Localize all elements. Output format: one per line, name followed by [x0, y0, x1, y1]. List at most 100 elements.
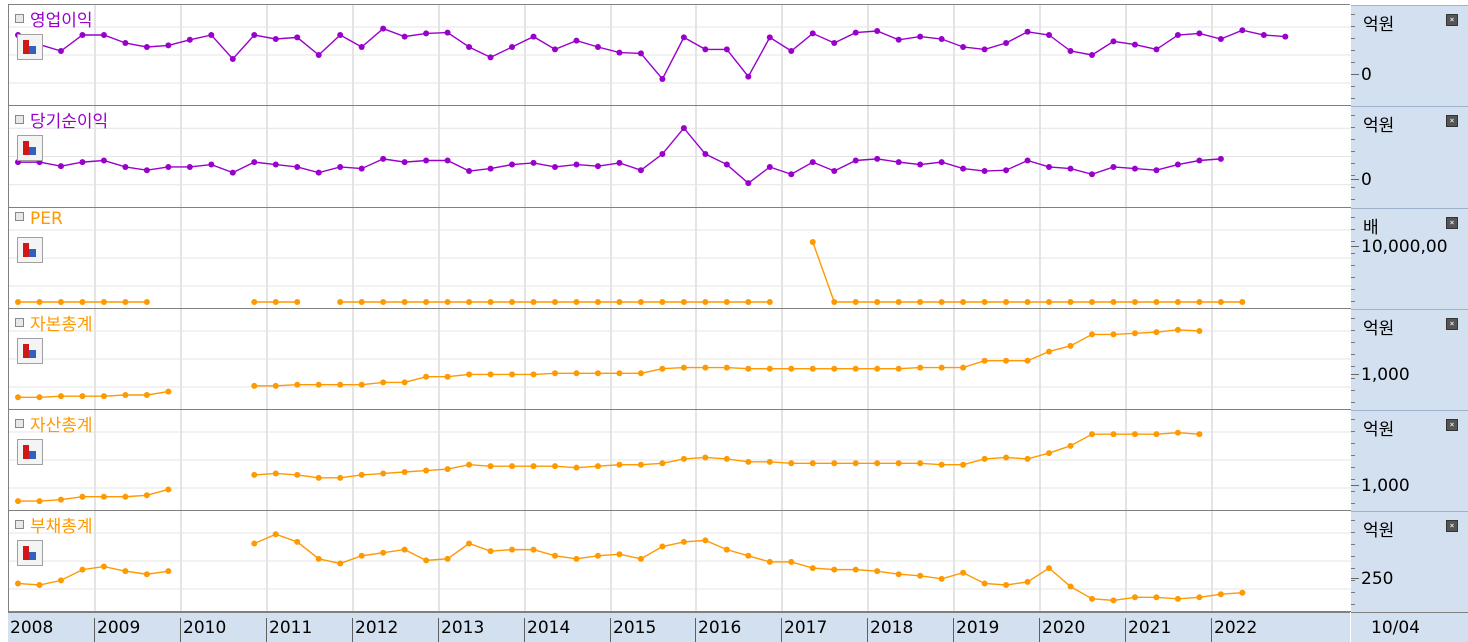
close-icon[interactable]: ×: [1446, 115, 1458, 127]
collapse-icon[interactable]: [15, 520, 24, 529]
chart-type-button[interactable]: [17, 439, 43, 465]
data-point: [723, 299, 730, 305]
data-point: [1067, 48, 1074, 54]
data-point: [616, 370, 623, 377]
chart-type-button[interactable]: [17, 237, 43, 263]
data-point: [1003, 454, 1010, 461]
data-point: [509, 299, 516, 305]
data-point: [1131, 594, 1138, 601]
panel-title[interactable]: 영업이익: [15, 6, 93, 31]
data-point: [680, 299, 687, 305]
data-point: [122, 392, 129, 398]
bar-chart-icon: [23, 546, 29, 560]
data-point: [960, 569, 967, 576]
data-point: [552, 299, 558, 305]
data-point: [1046, 299, 1053, 305]
data-point: [337, 163, 344, 170]
chart-type-button[interactable]: [17, 135, 43, 161]
data-point: [466, 540, 473, 547]
data-point: [165, 568, 172, 575]
data-point: [423, 373, 430, 380]
panel-title[interactable]: 부채총계: [15, 512, 93, 537]
data-point: [143, 299, 150, 305]
chart-type-button[interactable]: [17, 338, 43, 364]
collapse-icon[interactable]: [15, 318, 24, 327]
data-point: [852, 566, 859, 573]
close-icon[interactable]: ×: [1446, 520, 1458, 532]
data-point: [15, 394, 21, 401]
data-point: [659, 460, 666, 467]
close-icon[interactable]: ×: [1446, 318, 1458, 330]
data-point: [1067, 299, 1074, 305]
data-point: [186, 36, 193, 43]
data-point: [208, 32, 215, 38]
collapse-icon[interactable]: [15, 14, 24, 23]
data-point: [423, 30, 430, 37]
panel-title[interactable]: 당기순이익: [15, 107, 108, 132]
data-point: [981, 357, 988, 364]
data-point: [981, 46, 988, 53]
close-icon[interactable]: ×: [1446, 217, 1458, 229]
axis-minor-tick: [1351, 151, 1355, 152]
axis-minor-tick: [1351, 520, 1355, 521]
data-point: [444, 373, 451, 380]
data-point: [788, 171, 795, 178]
axis-minor-tick: [1351, 38, 1355, 39]
data-point: [15, 498, 21, 505]
plot-svg-2: [9, 106, 1351, 207]
data-point: [165, 42, 172, 49]
panel-title[interactable]: 자본총계: [15, 310, 93, 335]
x-tick-label: 2015: [610, 618, 656, 642]
panel-title[interactable]: PER: [15, 209, 63, 229]
chart-type-button[interactable]: [17, 540, 43, 566]
data-point: [766, 34, 773, 41]
data-point: [1067, 442, 1074, 449]
data-point: [272, 470, 279, 477]
data-point: [1239, 299, 1246, 305]
close-icon[interactable]: ×: [1446, 14, 1458, 26]
data-point: [895, 365, 902, 372]
bar-chart-icon: [23, 40, 29, 54]
data-point: [36, 299, 43, 305]
chart-type-button[interactable]: [17, 34, 43, 60]
x-tick-label: 2008: [10, 618, 54, 638]
panel-title[interactable]: 자산총계: [15, 411, 93, 436]
data-point: [122, 299, 129, 305]
data-point: [1131, 431, 1138, 438]
data-point: [423, 467, 430, 474]
data-point: [272, 161, 279, 168]
data-point: [251, 540, 258, 547]
y-tick-label: 1,000: [1351, 476, 1410, 496]
data-point: [1110, 431, 1117, 438]
unit-label: 억원: [1363, 15, 1395, 35]
data-point: [487, 548, 494, 555]
data-point: [895, 159, 902, 166]
data-point: [809, 30, 816, 37]
data-point: [509, 463, 516, 470]
series-line: [254, 533, 1243, 602]
collapse-icon[interactable]: [15, 212, 24, 221]
data-point: [573, 555, 580, 562]
collapse-icon[interactable]: [15, 115, 24, 124]
axis-minor-tick: [1351, 402, 1355, 403]
collapse-icon[interactable]: [15, 419, 24, 428]
data-point: [616, 551, 623, 558]
y-axis-1: 억원 × 0: [1351, 5, 1468, 106]
series-line: [254, 329, 1200, 387]
data-point: [637, 50, 644, 57]
bar-chart-icon-part: [29, 350, 36, 358]
data-point: [874, 28, 881, 34]
data-point: [1217, 155, 1224, 162]
close-icon[interactable]: ×: [1446, 419, 1458, 431]
data-point: [1131, 41, 1138, 48]
data-point: [1089, 299, 1095, 305]
y-tick-label: 0: [1351, 65, 1372, 85]
data-point: [380, 379, 387, 386]
data-point: [509, 161, 516, 168]
data-point: [1003, 582, 1010, 588]
data-point: [1046, 450, 1053, 457]
panel-title-text: PER: [30, 209, 63, 229]
data-point: [337, 32, 344, 38]
data-point: [315, 474, 322, 481]
data-point: [1217, 36, 1224, 42]
